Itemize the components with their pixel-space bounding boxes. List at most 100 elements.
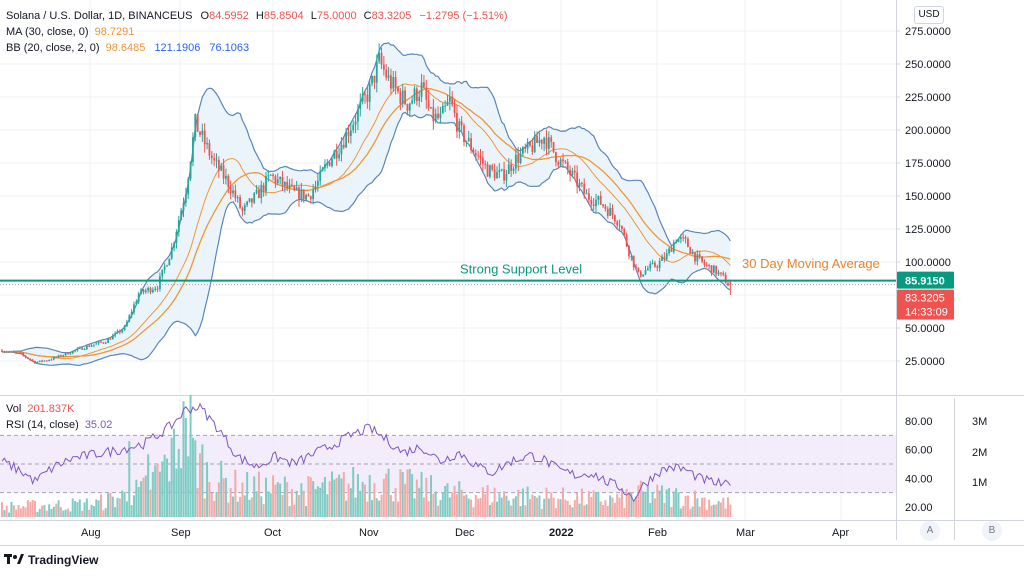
volume-bar <box>375 498 378 517</box>
candle-body <box>571 170 574 175</box>
candle-body <box>144 290 147 293</box>
volume-bar <box>451 492 454 517</box>
legend-row-rsi[interactable]: RSI (14, close) 35.02 <box>6 418 112 432</box>
volume-bar <box>203 498 206 517</box>
volume-bar <box>448 497 451 517</box>
volume-bar <box>642 491 645 517</box>
ma-value: 98.7291 <box>94 26 135 38</box>
candle-body <box>675 242 678 244</box>
volume-bar <box>137 487 140 517</box>
legend-row-ma[interactable]: MA (30, close, 0) 98.7291 <box>6 25 134 39</box>
candle-body <box>481 157 484 164</box>
candle-body <box>295 187 298 191</box>
candle-body <box>658 261 661 268</box>
volume-bar <box>154 465 157 517</box>
ohlc-close: 83.3205 <box>371 10 412 22</box>
volume-bar <box>651 492 654 517</box>
volume-bar <box>703 497 706 517</box>
volume-bar <box>463 495 465 517</box>
currency-badge[interactable]: USD <box>914 6 944 24</box>
candle-body <box>576 172 579 187</box>
volume-bar <box>399 469 402 517</box>
volume-bar <box>236 501 239 517</box>
candle-body <box>19 353 22 355</box>
ohlc-low-label: L <box>310 10 317 22</box>
candle-body <box>543 137 546 144</box>
volume-bar <box>305 505 308 517</box>
candle-body <box>649 263 652 269</box>
volume-bar <box>114 507 117 517</box>
volume-bar <box>255 491 258 517</box>
candle-body <box>401 90 404 104</box>
candle-body <box>234 190 237 199</box>
time-axis-label: Sep <box>171 527 191 539</box>
candle-body <box>651 262 654 264</box>
volume-bar <box>257 471 260 517</box>
candle-body <box>722 272 725 275</box>
candle-body <box>140 289 142 294</box>
volume-bar <box>298 494 300 517</box>
volume-bar <box>441 492 444 517</box>
candle-body <box>507 164 510 174</box>
candle-body <box>444 105 447 107</box>
volume-bar <box>602 504 605 517</box>
candle-body <box>703 261 706 265</box>
legend-row-vol[interactable]: Vol 201.837K <box>6 402 74 416</box>
volume-bar <box>413 498 416 517</box>
volume-bar <box>696 498 699 517</box>
candle-body <box>243 205 246 211</box>
volume-bar <box>425 477 428 517</box>
volume-bar <box>88 509 91 517</box>
candle-body <box>81 347 84 350</box>
volume-bar <box>439 500 442 517</box>
tradingview-footer[interactable]: TradingView <box>4 553 98 567</box>
candle-body <box>368 83 371 102</box>
candle-body <box>359 101 362 109</box>
candle-body <box>253 193 256 203</box>
auto-scale-button[interactable]: A <box>920 521 940 541</box>
candle-body <box>182 202 185 211</box>
volume-bar <box>22 506 25 517</box>
volume-bar <box>265 477 267 517</box>
candle-body <box>161 269 164 277</box>
volume-bar <box>210 493 213 517</box>
legend-row-bb[interactable]: BB (20, close, 2, 0) 98.6485 121.1906 76… <box>6 41 249 55</box>
candle-body <box>85 345 88 349</box>
volume-bar <box>123 492 126 517</box>
volume-bar <box>604 500 607 517</box>
volume-bar <box>76 502 79 517</box>
candle-body <box>418 96 421 102</box>
volume-bar <box>111 496 114 517</box>
volume-scale-button[interactable]: B <box>982 521 1002 541</box>
candle-body <box>623 228 626 235</box>
volume-bar <box>170 437 173 517</box>
volume-bar <box>64 509 67 517</box>
volume-bar <box>184 418 187 517</box>
candle-body <box>133 304 135 312</box>
volume-bar <box>668 487 671 517</box>
candle-body <box>578 182 581 187</box>
candle-body <box>689 247 692 254</box>
volume-bar <box>727 497 729 517</box>
volume-bar <box>26 500 29 517</box>
candle-body <box>159 276 161 289</box>
candle-body <box>34 360 36 364</box>
rsi-value: 35.02 <box>84 419 113 431</box>
candle-body <box>130 311 133 316</box>
volume-bar <box>121 490 124 517</box>
candle-body <box>491 165 494 170</box>
volume-bar <box>213 500 216 517</box>
candle-body <box>173 242 175 248</box>
volume-bar <box>295 490 298 517</box>
volume-bar <box>430 475 432 517</box>
time-axis-label: Aug <box>81 527 101 539</box>
volume-bar <box>481 487 484 517</box>
volume-bar <box>434 491 437 517</box>
volume-bar <box>432 493 435 517</box>
candle-body <box>316 181 319 186</box>
candle-body <box>48 360 51 362</box>
volume-bar <box>554 508 557 517</box>
candle-body <box>514 154 517 169</box>
candle-body <box>484 163 487 165</box>
